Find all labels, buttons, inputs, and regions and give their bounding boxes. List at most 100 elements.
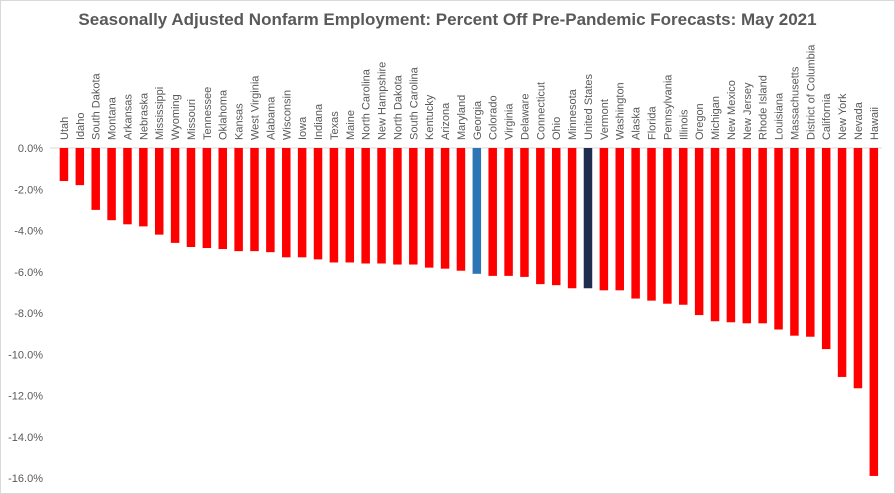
bar xyxy=(250,148,259,252)
bar xyxy=(139,148,148,227)
bar xyxy=(647,148,656,301)
category-label: Montana xyxy=(107,96,119,140)
bar xyxy=(551,148,561,286)
category-label: Hawaii xyxy=(869,107,881,140)
category-label: Illinois xyxy=(678,109,690,140)
y-tick-label: -8.0% xyxy=(14,308,43,320)
bar xyxy=(107,148,116,221)
bar xyxy=(266,148,275,253)
category-label: Louisiana xyxy=(774,92,786,140)
bar xyxy=(75,148,85,186)
category-label: Pennsylvania xyxy=(662,74,674,140)
chart-title: Seasonally Adjusted Nonfarm Employment: … xyxy=(78,10,817,29)
category-label: Wyoming xyxy=(170,94,182,140)
category-label: Arizona xyxy=(440,102,452,140)
bar xyxy=(869,148,879,476)
category-label: District of Columbia xyxy=(805,44,817,140)
category-label: Nevada xyxy=(853,101,865,140)
y-tick-label: 0.0% xyxy=(18,143,43,155)
bar xyxy=(710,148,720,322)
bar xyxy=(170,148,180,243)
category-label: West Virginia xyxy=(250,75,262,140)
category-label: New Hampshire xyxy=(377,62,389,140)
bar xyxy=(297,148,307,258)
bar xyxy=(377,148,386,264)
y-tick-label: -12.0% xyxy=(8,391,43,403)
category-label: Kentucky xyxy=(424,94,436,140)
category-label: Washington xyxy=(615,82,627,140)
category-label: Georgia xyxy=(472,100,484,140)
category-label: Ohio xyxy=(551,117,563,140)
bar xyxy=(488,148,497,276)
bar xyxy=(774,148,783,330)
category-label: Utah xyxy=(59,117,71,140)
bar xyxy=(186,148,196,247)
category-label: Wisconsin xyxy=(281,90,293,140)
bar xyxy=(282,148,291,258)
bar xyxy=(631,148,640,299)
bar xyxy=(59,148,69,181)
bar xyxy=(361,148,370,264)
category-label: Michigan xyxy=(710,96,722,140)
bar xyxy=(790,148,799,336)
category-label: North Carolina xyxy=(361,68,373,140)
bar xyxy=(91,148,100,210)
bar xyxy=(218,148,227,250)
category-label: Alaska xyxy=(631,106,643,140)
bar xyxy=(599,148,609,291)
bar xyxy=(472,148,482,274)
bar xyxy=(329,148,339,263)
category-label: Florida xyxy=(647,105,659,140)
bar xyxy=(583,148,593,289)
y-tick-label: -6.0% xyxy=(14,267,43,279)
y-tick-label: -2.0% xyxy=(14,184,43,196)
bar xyxy=(123,148,132,225)
category-label: Kansas xyxy=(234,103,246,140)
category-label: Oklahoma xyxy=(218,89,230,140)
category-label: Rhode Island xyxy=(758,75,770,140)
category-label: Virginia xyxy=(504,103,516,140)
category-label: Colorado xyxy=(488,95,500,140)
category-label: California xyxy=(821,93,833,140)
bar xyxy=(504,148,513,276)
y-tick-label: -10.0% xyxy=(8,349,43,361)
bar xyxy=(615,148,624,291)
category-label: Connecticut xyxy=(535,82,547,140)
category-label: Alabama xyxy=(265,96,277,140)
category-label: United States xyxy=(583,73,595,140)
bar xyxy=(345,148,355,263)
category-label: North Dakota xyxy=(392,74,404,140)
bar xyxy=(853,148,863,389)
bar xyxy=(313,148,323,260)
bar xyxy=(393,148,402,265)
bar xyxy=(424,148,434,268)
category-label: South Carolina xyxy=(408,66,420,140)
category-label: Missouri xyxy=(186,99,198,140)
bar xyxy=(234,148,243,252)
category-label: New Jersey xyxy=(742,82,754,140)
category-label: Arkansas xyxy=(122,94,134,140)
category-label: Delaware xyxy=(519,94,531,140)
category-label: Massachusetts xyxy=(789,66,801,140)
category-label: Nebraska xyxy=(138,92,150,140)
bar xyxy=(694,148,704,316)
bar xyxy=(758,148,767,324)
bar xyxy=(202,148,212,249)
category-label: New Mexico xyxy=(726,80,738,140)
category-label: Texas xyxy=(329,111,341,140)
bar xyxy=(742,148,752,324)
bar xyxy=(520,148,529,277)
bar xyxy=(726,148,736,323)
category-label: Maryland xyxy=(456,95,468,140)
bar xyxy=(663,148,672,304)
category-label: Minnesota xyxy=(567,88,579,140)
category-label: Oregon xyxy=(694,103,706,140)
category-label: Vermont xyxy=(599,99,611,140)
bar xyxy=(409,148,418,265)
category-label: New York xyxy=(837,93,849,140)
category-label: Mississippi xyxy=(154,87,166,140)
category-label: Tennessee xyxy=(202,87,214,140)
category-label: Maine xyxy=(345,110,357,140)
y-tick-label: -4.0% xyxy=(14,226,43,238)
